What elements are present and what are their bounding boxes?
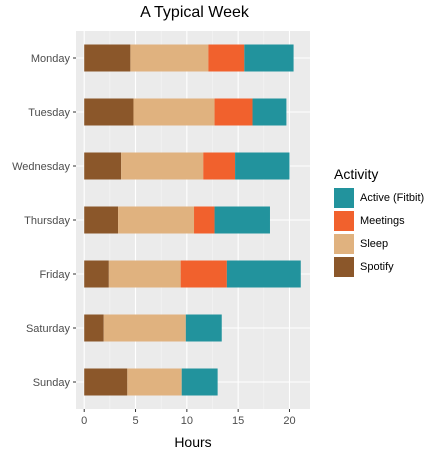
y-tick-label: Wednesday [12,161,70,173]
legend-label: Active (Fitbit) [360,191,425,204]
y-tick-label: Thursday [24,215,70,227]
bar-sunday-spotify [84,368,128,396]
y-tick-label: Tuesday [28,107,70,119]
bar-sunday-sleep [127,368,182,396]
bar-friday-spotify [84,260,109,288]
x-tick-label: 20 [283,415,295,427]
bar-tuesday-meetings [214,98,253,126]
chart-title: A Typical Week [140,4,249,21]
bar-tuesday-spotify [84,98,134,126]
legend-key [334,210,354,231]
y-tick-label: Saturday [26,323,71,335]
bar-thursday-active-fitbit [214,206,270,234]
legend-item: Spotify [334,255,424,278]
bar-tuesday-active-fitbit [252,98,287,126]
bar-sunday-active-fitbit [181,368,218,396]
legend: Activity Active (Fitbit) Meetings Sleep Spo… [334,166,424,278]
y-tick-label: Friday [39,269,70,281]
x-axis-title: Hours [174,434,211,450]
y-axis: Monday Tuesday Wednesday Thursday Friday Satu… [12,53,76,389]
bar-friday-meetings [180,260,227,288]
legend-key [334,233,354,254]
bar-saturday-sleep [103,314,186,342]
legend-item: Meetings [334,209,424,232]
legend-item: Sleep [334,232,424,255]
bar-monday-sleep [130,44,209,72]
x-tick-label: 5 [132,415,138,427]
x-tick-label: 15 [232,415,244,427]
bar-thursday-spotify [84,206,119,234]
x-tick-label: 0 [81,415,87,427]
bar-wednesday-meetings [203,152,236,180]
bar-tuesday-sleep [133,98,215,126]
bar-saturday-spotify [84,314,104,342]
legend-item: Active (Fitbit) [334,186,424,209]
bar-thursday-meetings [194,206,215,234]
bars [84,44,301,396]
y-tick-label: Sunday [33,377,71,389]
legend-title: Activity [334,166,379,182]
bar-saturday-active-fitbit [185,314,222,342]
bar-wednesday-active-fitbit [235,152,290,180]
bar-monday-meetings [208,44,245,72]
bar-monday-active-fitbit [244,44,294,72]
bar-thursday-sleep [118,206,195,234]
x-tick-label: 10 [181,415,193,427]
legend-label: Sleep [360,237,389,250]
bar-friday-sleep [108,260,181,288]
legend-key [334,187,354,208]
x-axis: 0 5 10 15 20 [81,409,296,427]
bar-wednesday-spotify [84,152,122,180]
legend-items: Active (Fitbit) Meetings Sleep Spotify [334,186,424,278]
bar-friday-active-fitbit [226,260,301,288]
bar-monday-spotify [84,44,131,72]
y-tick-label: Monday [31,53,71,65]
legend-label: Meetings [360,214,405,227]
legend-label: Spotify [360,260,394,273]
legend-key [334,256,354,277]
bar-wednesday-sleep [121,152,204,180]
